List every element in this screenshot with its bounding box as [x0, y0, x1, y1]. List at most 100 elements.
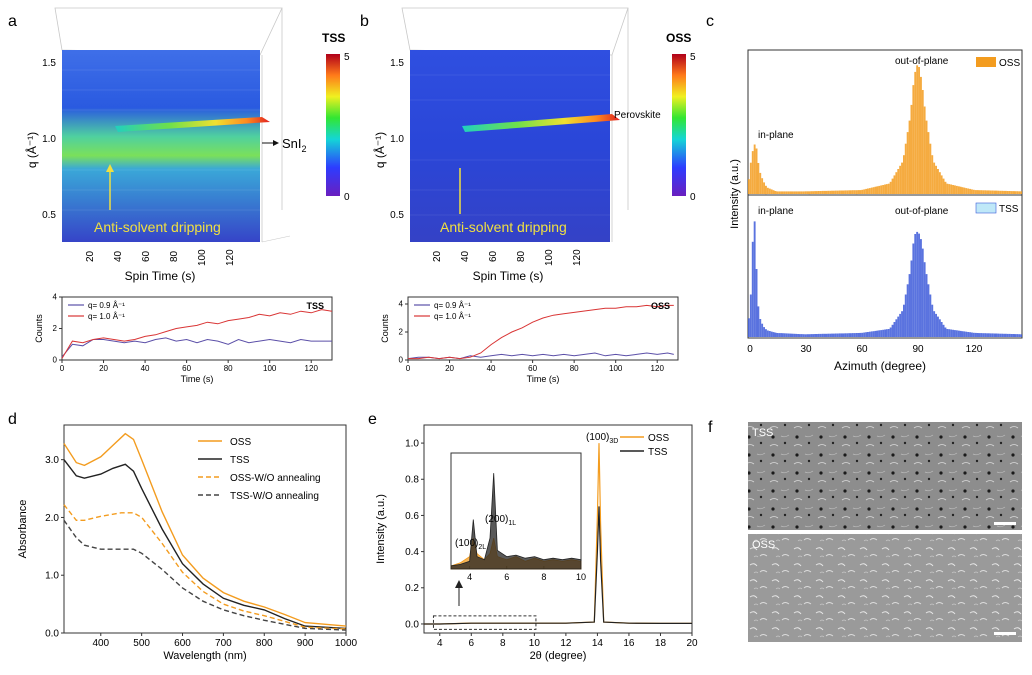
c-bar-OSS	[1010, 191, 1013, 194]
c-bar-OSS	[806, 191, 809, 194]
panel-letter-b: b	[360, 13, 369, 30]
c-bar-TSS	[1005, 333, 1007, 337]
e-xrd-series-1	[424, 506, 692, 625]
f-bottom-label: OSS	[752, 539, 775, 551]
scale-bar-top	[994, 522, 1016, 525]
c-bar-OSS	[861, 189, 864, 194]
c-bar-TSS	[893, 322, 896, 337]
e-zoom-arrow-icon	[455, 580, 463, 588]
ridge-b	[462, 114, 620, 132]
e-xrd-xtick-label: 20	[686, 638, 698, 649]
b-kinetics-xtick-label: 60	[528, 364, 537, 373]
sem-image-tss	[748, 422, 1022, 530]
c-bar-OSS	[955, 185, 958, 194]
c-bar-OSS	[793, 191, 796, 194]
c-bar-OSS	[1001, 190, 1004, 194]
c-bar-TSS	[785, 333, 788, 337]
b-annotation: Anti-solvent dripping	[440, 219, 567, 235]
e-xrd-xtick-label: 4	[437, 638, 443, 649]
b-kinetics-legend-label-0: q= 0.9 Å⁻¹	[434, 301, 471, 310]
a-kinetics-legend-label-0: q= 0.9 Å⁻¹	[88, 301, 125, 310]
c-bar-OSS	[903, 155, 905, 194]
c-bar-TSS	[952, 329, 954, 337]
c-bar-TSS	[867, 332, 869, 337]
c-bar-OSS	[912, 85, 915, 194]
c-bar-OSS	[831, 190, 833, 194]
c-bar-OSS	[865, 188, 868, 194]
c-bar-OSS	[819, 191, 822, 194]
c-bar-TSS	[988, 333, 990, 337]
c-bar-OSS	[957, 186, 960, 194]
b-xtick-5: 120	[572, 249, 583, 266]
d-absorbance-series-1	[63, 459, 347, 630]
c-top-outplane: out-of-plane	[895, 56, 949, 67]
d-absorbance-xtick-label: 400	[92, 638, 109, 649]
c-bar-TSS	[782, 333, 784, 337]
c-bar-OSS	[993, 190, 996, 194]
a-colorbar-min: 0	[344, 192, 350, 203]
c-bar-TSS	[938, 319, 941, 337]
c-bar-TSS	[1014, 334, 1017, 337]
c-bar-TSS	[995, 333, 998, 337]
e-xrd-ytick-label: 0.8	[405, 475, 419, 486]
b-xtick-2: 60	[488, 250, 499, 262]
c-bar-TSS	[925, 274, 928, 337]
e-zoom-region	[432, 615, 537, 630]
c-bar-OSS	[972, 189, 975, 194]
c-bar-OSS	[910, 104, 913, 194]
a-kinetics-xlabel: Time (s)	[181, 374, 214, 384]
b-colorbar-title: OSS	[666, 31, 691, 45]
panel-letter-e: e	[368, 411, 377, 428]
c-bar-OSS	[1008, 191, 1011, 194]
c-bar-OSS	[971, 189, 973, 194]
f-top-label: TSS	[752, 427, 773, 439]
c-bar-TSS	[850, 333, 852, 337]
e-xrd-xlabel: 2θ (degree)	[530, 650, 587, 662]
d-absorbance-xtick-label: 600	[174, 638, 191, 649]
c-bar-OSS	[850, 190, 852, 194]
d-absorbance-xtick-label: 1000	[335, 638, 358, 649]
c-bar-TSS	[834, 333, 837, 337]
c-bottom-legend-swatch	[975, 202, 997, 214]
c-bar-TSS	[751, 241, 754, 337]
d-absorbance-xtick-label: 800	[256, 638, 273, 649]
c-bar-OSS	[1018, 191, 1021, 194]
c-bar-OSS	[855, 190, 858, 195]
b-kinetics-xtick-label: 80	[570, 364, 579, 373]
a-kinetics-xtick-label: 40	[141, 364, 150, 373]
c-bar-TSS	[889, 327, 892, 337]
c-top-legend: OSS	[999, 58, 1020, 69]
c-bar-OSS	[778, 191, 781, 194]
c-bar-OSS	[836, 190, 839, 194]
c-bar-OSS	[810, 191, 813, 194]
c-bar-TSS	[799, 334, 801, 337]
panel-letter-a: a	[8, 13, 17, 30]
b-kinetics-xtick-label: 40	[487, 364, 496, 373]
chart-a-kinetics: 0 20 40 60 80 100 120 0 2 4 Time (s) Counts TSS q= 0.…	[34, 293, 333, 384]
c-bar-OSS	[853, 190, 856, 194]
c-bar-OSS	[921, 90, 924, 194]
c-bar-TSS	[748, 318, 750, 337]
a-xtick-4: 100	[197, 249, 208, 266]
c-xtick-4: 120	[966, 344, 983, 355]
c-bar-TSS	[780, 333, 782, 337]
c-bar-TSS	[783, 333, 786, 337]
panel-f: f TSS OSS	[708, 419, 1022, 642]
c-bar-TSS	[946, 329, 949, 337]
c-bar-TSS	[853, 333, 856, 337]
c-bar-OSS	[782, 191, 784, 194]
c-bar-OSS	[876, 186, 879, 194]
c-bar-OSS	[789, 191, 792, 194]
c-bar-TSS	[816, 334, 818, 337]
a-xtick-3: 80	[169, 250, 180, 262]
b-xtick-3: 80	[516, 250, 527, 262]
a-kinetics-series-1	[61, 309, 333, 359]
c-bar-TSS	[851, 333, 854, 337]
e-legend-label-0: OSS	[648, 433, 669, 444]
a-xtick-1: 40	[113, 250, 124, 262]
a-arrow-label: SnI2	[282, 136, 307, 154]
c-bar-OSS	[848, 190, 851, 194]
d-legend-label-1: TSS	[230, 455, 250, 466]
c-bar-OSS	[812, 191, 815, 194]
a-kinetics-title: TSS	[306, 301, 324, 311]
